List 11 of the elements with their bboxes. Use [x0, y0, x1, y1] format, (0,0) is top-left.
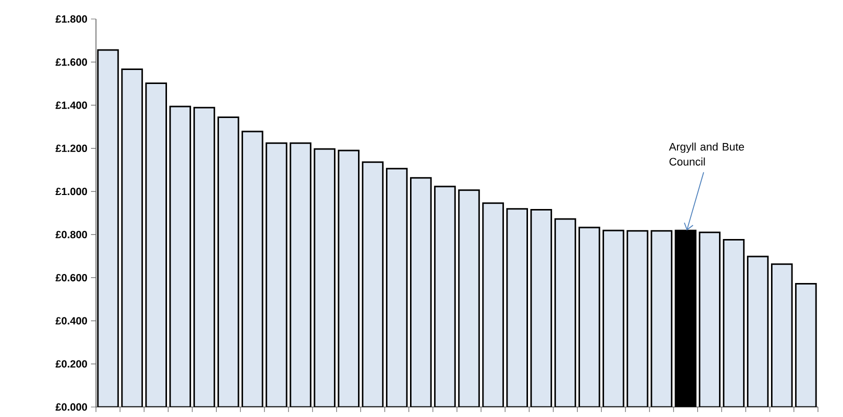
y-tick-label: £1.400	[56, 102, 88, 109]
y-tick-label: £0.800	[56, 230, 88, 238]
annotation: Argyll and Bute Council	[668, 142, 744, 166]
y-tick-label: £1.800	[56, 15, 88, 23]
y-tick-label: £0.400	[56, 317, 88, 324]
y-tick-label: £1.600	[56, 58, 88, 66]
y-tick-label: £1.200	[56, 144, 88, 152]
y-tick-label: £1.000	[56, 188, 88, 196]
y-tick-label: £0.000	[56, 403, 88, 411]
y-tick-label: £0.200	[56, 360, 88, 368]
y-tick-label: £0.600	[56, 274, 88, 282]
